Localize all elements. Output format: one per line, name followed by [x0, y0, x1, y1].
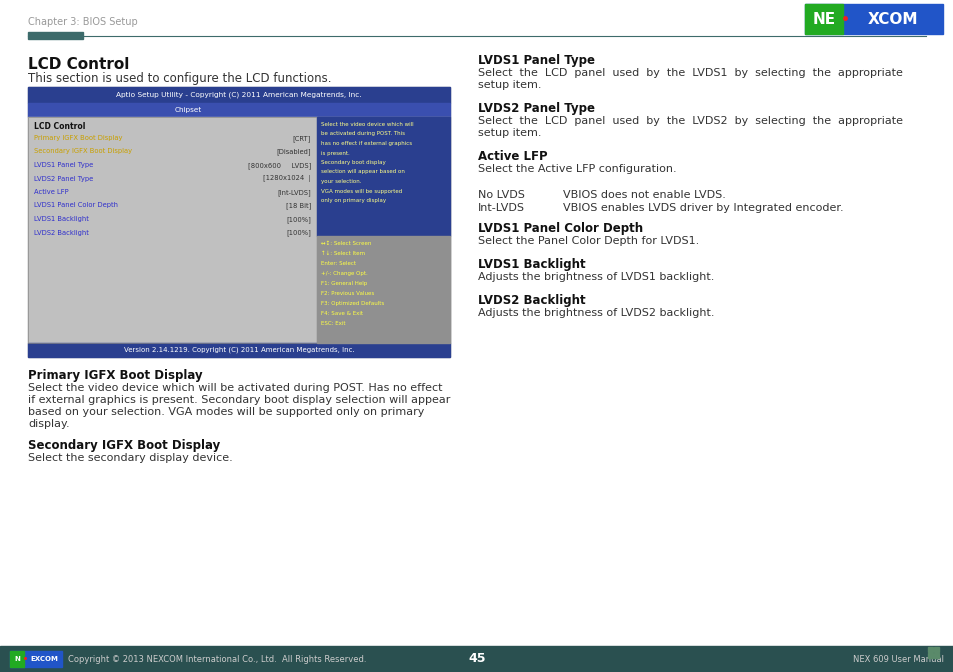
Text: F1: General Help: F1: General Help: [320, 281, 367, 286]
Bar: [0, 646, 953, 672]
Text: This section is used to configure the LCD functions.: This section is used to configure the LC…: [28, 72, 331, 85]
Text: Chipset: Chipset: [174, 107, 202, 113]
Text: Secondary IGFX Boot Display: Secondary IGFX Boot Display: [28, 439, 220, 452]
Text: Primary IGFX Boot Display: Primary IGFX Boot Display: [28, 369, 202, 382]
Bar: [28, 117, 316, 343]
Text: LVDS2 Panel Type: LVDS2 Panel Type: [477, 102, 595, 115]
Text: Adjusts the brightness of LVDS2 backlight.: Adjusts the brightness of LVDS2 backligh…: [477, 308, 714, 318]
Text: [CRT]: [CRT]: [293, 135, 311, 142]
Text: Enter: Select: Enter: Select: [320, 261, 355, 266]
Bar: [10, 651, 24, 667]
Text: setup item.: setup item.: [477, 80, 541, 90]
Text: Secondary boot display: Secondary boot display: [320, 160, 385, 165]
Bar: [28, 87, 450, 103]
Text: LVDS1 Panel Type: LVDS1 Panel Type: [477, 54, 595, 67]
Text: Adjusts the brightness of LVDS1 backlight.: Adjusts the brightness of LVDS1 backligh…: [477, 272, 714, 282]
Text: ESC: Exit: ESC: Exit: [320, 321, 345, 326]
Text: Select  the  LCD  panel  used  by  the  LVDS2  by  selecting  the  appropriate: Select the LCD panel used by the LVDS2 b…: [477, 116, 902, 126]
Text: 45: 45: [468, 653, 485, 665]
Text: EXCOM: EXCOM: [30, 656, 58, 662]
Text: ↑↓: Select Item: ↑↓: Select Item: [320, 251, 365, 256]
Text: LCD Control: LCD Control: [34, 122, 85, 131]
Text: [Disabled]: [Disabled]: [276, 149, 311, 155]
Text: LVDS1 Backlight: LVDS1 Backlight: [34, 216, 89, 222]
Bar: [933, 647, 938, 652]
Text: Aptio Setup Utility - Copyright (C) 2011 American Megatrends, Inc.: Aptio Setup Utility - Copyright (C) 2011…: [116, 92, 361, 98]
Text: Active LFP: Active LFP: [477, 150, 547, 163]
Text: F4: Save & Exit: F4: Save & Exit: [320, 311, 363, 316]
Text: LVDS2 Panel Type: LVDS2 Panel Type: [34, 175, 93, 181]
Bar: [933, 653, 938, 658]
Bar: [927, 653, 932, 658]
Text: [Int-LVDS]: [Int-LVDS]: [277, 189, 311, 196]
Text: LVDS1 Panel Color Depth: LVDS1 Panel Color Depth: [477, 222, 642, 235]
Text: F3: Optimized Defaults: F3: Optimized Defaults: [320, 301, 384, 306]
Text: LCD Control: LCD Control: [28, 57, 130, 72]
Text: NEX 609 User Manual: NEX 609 User Manual: [852, 655, 943, 663]
Text: Select the secondary display device.: Select the secondary display device.: [28, 453, 233, 463]
Text: LVDS2 Backlight: LVDS2 Backlight: [477, 294, 585, 307]
Text: has no effect if external graphics: has no effect if external graphics: [320, 141, 412, 146]
Text: F2: Previous Values: F2: Previous Values: [320, 291, 374, 296]
Text: No LVDS: No LVDS: [477, 190, 524, 200]
Text: N: N: [14, 656, 20, 662]
Text: Secondary IGFX Boot Display: Secondary IGFX Boot Display: [34, 149, 132, 155]
Bar: [28, 32, 83, 39]
Text: if external graphics is present. Secondary boot display selection will appear: if external graphics is present. Seconda…: [28, 395, 450, 405]
Bar: [28, 117, 316, 343]
Text: Version 2.14.1219. Copyright (C) 2011 American Megatrends, Inc.: Version 2.14.1219. Copyright (C) 2011 Am…: [124, 347, 354, 353]
Text: be activated during POST. This: be activated during POST. This: [320, 132, 405, 136]
Text: LVDS1 Backlight: LVDS1 Backlight: [477, 258, 585, 271]
Text: Copyright © 2013 NEXCOM International Co., Ltd.  All Rights Reserved.: Copyright © 2013 NEXCOM International Co…: [68, 655, 366, 663]
Text: Chapter 3: BIOS Setup: Chapter 3: BIOS Setup: [28, 17, 137, 27]
Text: [1280x1024  |: [1280x1024 |: [263, 175, 311, 183]
Text: setup item.: setup item.: [477, 128, 541, 138]
Text: Active LFP: Active LFP: [34, 189, 69, 195]
Text: [18 Bit]: [18 Bit]: [285, 202, 311, 209]
Bar: [28, 103, 450, 117]
Text: your selection.: your selection.: [320, 179, 361, 184]
Text: Select  the  LCD  panel  used  by  the  LVDS1  by  selecting  the  appropriate: Select the LCD panel used by the LVDS1 b…: [477, 68, 902, 78]
Bar: [316, 117, 450, 236]
Text: [800x600     LVDS]: [800x600 LVDS]: [248, 162, 311, 169]
Text: VBIOS enables LVDS driver by Integrated encoder.: VBIOS enables LVDS driver by Integrated …: [562, 203, 842, 213]
Bar: [10, 651, 62, 667]
Text: Select the video device which will: Select the video device which will: [320, 122, 414, 127]
Text: Select the Panel Color Depth for LVDS1.: Select the Panel Color Depth for LVDS1.: [477, 236, 699, 246]
Text: [100%]: [100%]: [286, 230, 311, 237]
Text: selection will appear based on: selection will appear based on: [320, 169, 404, 175]
Bar: [804, 4, 842, 34]
Text: LVDS2 Backlight: LVDS2 Backlight: [34, 230, 89, 235]
Bar: [28, 87, 450, 357]
Text: VGA modes will be supported: VGA modes will be supported: [320, 189, 402, 194]
Text: Select the video device which will be activated during POST. Has no effect: Select the video device which will be ac…: [28, 383, 442, 393]
Bar: [28, 343, 450, 357]
Bar: [316, 236, 450, 343]
Text: Int-LVDS: Int-LVDS: [477, 203, 524, 213]
Text: +/-: Change Opt.: +/-: Change Opt.: [320, 271, 367, 276]
Text: LVDS1 Panel Type: LVDS1 Panel Type: [34, 162, 93, 168]
Bar: [804, 4, 942, 34]
Bar: [927, 647, 932, 652]
Text: is present.: is present.: [320, 151, 350, 155]
Text: VBIOS does not enable LVDS.: VBIOS does not enable LVDS.: [562, 190, 725, 200]
Text: Select the Active LFP configuration.: Select the Active LFP configuration.: [477, 164, 676, 174]
Text: based on your selection. VGA modes will be supported only on primary: based on your selection. VGA modes will …: [28, 407, 424, 417]
Text: only on primary display: only on primary display: [320, 198, 386, 203]
Text: LVDS1 Panel Color Depth: LVDS1 Panel Color Depth: [34, 202, 118, 208]
Bar: [316, 117, 450, 343]
Text: XCOM: XCOM: [867, 11, 918, 26]
Text: NE: NE: [812, 11, 835, 26]
Text: display.: display.: [28, 419, 70, 429]
Text: ↔↕: Select Screen: ↔↕: Select Screen: [320, 241, 371, 246]
Text: [100%]: [100%]: [286, 216, 311, 222]
Text: Primary IGFX Boot Display: Primary IGFX Boot Display: [34, 135, 122, 141]
